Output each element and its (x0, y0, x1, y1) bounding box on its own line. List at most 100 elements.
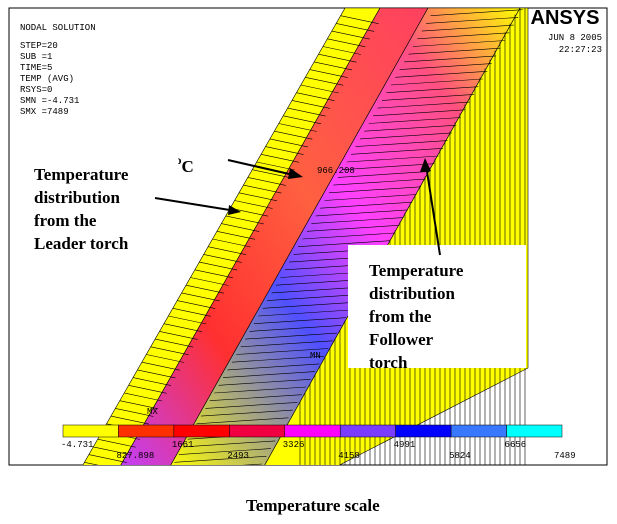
hatch-line (261, 154, 300, 163)
hatch-line (430, 9, 523, 16)
hatch-line (110, 415, 149, 425)
scale-segment (173, 424, 230, 438)
leader-text: Leader torch (34, 234, 129, 253)
hatch-line (320, 201, 413, 209)
min-marker: MN (310, 351, 321, 361)
leader-box (28, 158, 178, 258)
hatch-line (231, 355, 324, 363)
hatch-line (183, 440, 276, 448)
arrows (154, 159, 441, 256)
scale-segment (450, 424, 507, 438)
follower-text: from the (369, 307, 432, 326)
hatch-line (128, 385, 167, 394)
scale-label: 2493 (227, 451, 249, 461)
hatch-line (194, 269, 233, 279)
follower-text: torch (369, 353, 408, 372)
hatch-line (238, 192, 278, 202)
hatch-line (258, 309, 351, 317)
scale-label: -4.731 (61, 440, 93, 450)
hatch-line (234, 200, 273, 209)
hatch-line (274, 130, 313, 140)
hatch-line (208, 246, 247, 255)
hatch-line (252, 169, 291, 178)
hatch-line (253, 317, 346, 324)
hatch-line (373, 109, 466, 117)
time: 22:27:23 (559, 45, 602, 55)
hatch-line (150, 346, 189, 356)
hatch-line (278, 123, 317, 132)
hatch-line (218, 379, 311, 386)
model (80, 8, 529, 478)
hatch-line (80, 470, 118, 478)
hatch-line (395, 71, 488, 78)
param: SMN =-4.731 (20, 96, 79, 106)
scale-label: 4158 (338, 451, 360, 461)
scale-segment (229, 424, 286, 438)
hatch-line (185, 284, 225, 294)
scale-label: 7489 (554, 451, 576, 461)
hatch-line (172, 308, 211, 317)
hatch-line (146, 354, 185, 363)
hatch-line (287, 107, 326, 117)
scale-caption: Temperature scale (246, 496, 380, 515)
param: TIME=5 (20, 63, 52, 73)
hatch-line (262, 302, 355, 309)
hatch-line (205, 402, 298, 409)
scale-segment (118, 424, 175, 438)
scale-segment (284, 424, 341, 438)
hatch-line (386, 86, 479, 93)
hatch-line (240, 340, 333, 348)
max-marker: MX (147, 407, 158, 417)
hatch-line (390, 78, 483, 86)
leader-text: Temperature (34, 165, 129, 184)
hatch-line (227, 363, 320, 371)
hatch-line (221, 223, 260, 232)
leader-text: from the (34, 211, 97, 230)
color-scale: -4.731 827.898 1661 2493 3326 4158 4991 5824 665… (61, 424, 576, 461)
hatch-line (245, 332, 338, 340)
date: JUN 8 2005 (548, 33, 602, 43)
hatch-line (177, 300, 216, 309)
hatch-line (340, 15, 379, 24)
scale-label: 827.898 (116, 451, 154, 461)
hatch-line (119, 400, 158, 409)
hatch-line (309, 69, 348, 78)
hatch-line (314, 61, 353, 71)
hatch-line (132, 377, 172, 386)
hatch-line (155, 338, 194, 348)
node-label: 966.208 (317, 166, 355, 176)
hatch-line (267, 294, 360, 301)
hatch-line (322, 46, 361, 55)
hatch-line (311, 217, 404, 224)
hatch-line (426, 17, 519, 24)
hatch-line (225, 215, 264, 225)
hatch-line (333, 178, 426, 186)
follower-text: Follower (369, 330, 434, 349)
hatch-line (368, 117, 461, 124)
hatch-line (327, 38, 366, 48)
hatch-line (163, 323, 202, 332)
hatch-line (196, 417, 289, 425)
hatch-line (328, 186, 422, 194)
hatch-line (93, 446, 132, 456)
leader-text: distribution (34, 188, 121, 207)
hatch-line (296, 92, 335, 101)
hatch-line (200, 409, 293, 417)
hatch-line (214, 386, 307, 394)
param: SUB =1 (20, 52, 52, 62)
scale-label: 6656 (505, 440, 527, 450)
hatch-line (115, 408, 154, 417)
hatch-line (300, 84, 339, 94)
hatch-line (412, 40, 505, 47)
hatch-line (203, 254, 242, 263)
hatch-line (346, 155, 439, 163)
param: TEMP (AVG) (20, 74, 74, 84)
hatch-line (181, 292, 220, 302)
header-title: NODAL SOLUTION (20, 23, 96, 33)
hatch-line (137, 369, 176, 379)
hatch-line (174, 456, 267, 463)
hatch-line (336, 23, 375, 32)
arrowheads (228, 158, 431, 215)
